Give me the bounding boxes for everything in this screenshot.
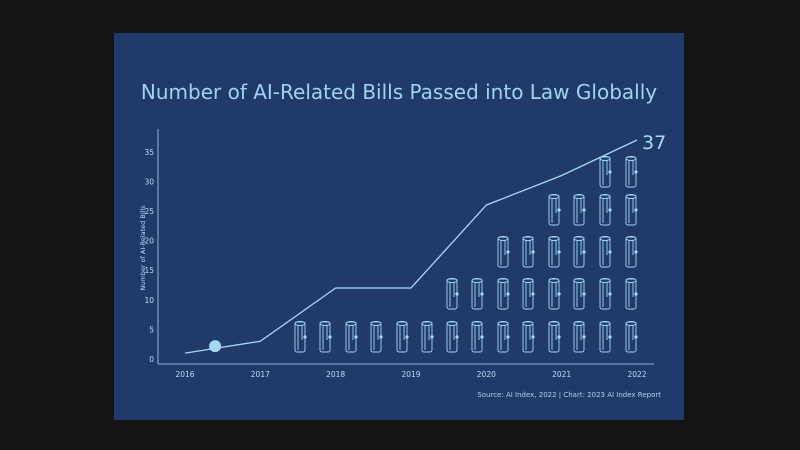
series-line <box>184 139 638 354</box>
bill-icon <box>396 321 409 353</box>
bill-icon <box>522 321 535 353</box>
x-tick-label: 2021 <box>552 370 571 379</box>
bill-icon <box>471 278 484 310</box>
y-tick-label: 0 <box>149 355 154 364</box>
bill-icon <box>599 278 612 310</box>
bill-icon <box>294 321 307 353</box>
bill-icon <box>573 321 586 353</box>
bill-icon <box>599 321 612 353</box>
bill-icon <box>548 278 561 310</box>
bill-icon <box>497 278 510 310</box>
y-tick-label: 35 <box>144 148 154 157</box>
bill-icon <box>625 278 638 310</box>
y-tick-label: 15 <box>144 266 154 275</box>
bill-icon <box>522 278 535 310</box>
tick-labels: 0 5 10 15 20 25 30 35 2016 2017 2018 2019 2020 2021 20… <box>144 148 646 379</box>
highlight-dot <box>209 340 222 353</box>
bill-icon <box>446 321 459 353</box>
bill-icon <box>319 321 332 353</box>
bill-icon <box>497 236 510 268</box>
x-tick-label: 2018 <box>326 370 345 379</box>
bill-icon <box>625 156 638 188</box>
x-tick-label: 2019 <box>401 370 420 379</box>
x-tick-label: 2022 <box>627 370 646 379</box>
bill-icon <box>421 321 434 353</box>
y-tick-label: 25 <box>144 207 154 216</box>
series-line-path <box>184 139 638 354</box>
bill-icon <box>548 194 561 226</box>
bill-icon <box>599 194 612 226</box>
bill-icon <box>548 236 561 268</box>
bill-icon <box>497 321 510 353</box>
bill-icon <box>625 321 638 353</box>
x-tick-label: 2017 <box>251 370 270 379</box>
bill-icon <box>548 321 561 353</box>
y-tick-label: 20 <box>144 237 154 246</box>
bill-icon <box>573 194 586 226</box>
bill-icon <box>625 194 638 226</box>
source-note: Source: AI Index, 2022 | Chart: 2023 AI … <box>477 391 661 399</box>
y-tick-label: 5 <box>149 325 154 334</box>
bill-icon <box>573 278 586 310</box>
line-chart: Number of AI-Related Bills Passed into L… <box>139 80 666 399</box>
y-tick-label: 10 <box>144 296 154 305</box>
y-axis-label: Number of AI-Related Bills <box>139 205 147 291</box>
axes <box>157 129 654 365</box>
chart-title: Number of AI-Related Bills Passed into L… <box>141 80 657 104</box>
bill-icon <box>522 236 535 268</box>
y-tick-label: 30 <box>144 177 154 186</box>
bill-icon <box>599 156 612 188</box>
bill-icon <box>599 236 612 268</box>
x-tick-label: 2020 <box>477 370 496 379</box>
bill-icon <box>345 321 358 353</box>
x-tick-label: 2016 <box>175 370 194 379</box>
chart-panel: Number of AI-Related Bills Passed into L… <box>114 33 684 420</box>
bill-icon <box>471 321 484 353</box>
bill-icon <box>573 236 586 268</box>
bill-icon <box>370 321 383 353</box>
bill-icon <box>446 278 459 310</box>
end-value-label: 37 <box>642 132 666 154</box>
bill-icons <box>294 156 638 353</box>
bill-icon <box>625 236 638 268</box>
